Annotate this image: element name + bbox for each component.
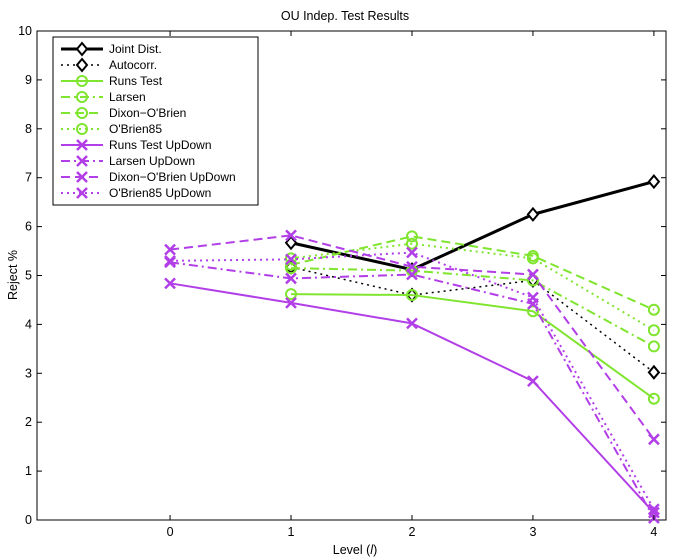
series-9 [164, 246, 660, 516]
legend-item: Dixon−O'Brien UpDown [61, 170, 236, 184]
series-line [291, 293, 655, 400]
legend-item: Autocorr. [61, 57, 157, 73]
legend-item: Runs Test UpDown [61, 138, 212, 152]
legend-item: Dixon−O'Brien [61, 106, 186, 120]
data-point [285, 297, 297, 309]
legend-label: Autocorr. [109, 58, 157, 72]
data-point [284, 235, 298, 251]
data-point [527, 291, 539, 304]
data-point [647, 303, 660, 316]
x-tick-label: 1 [288, 525, 295, 539]
x-axis-label: Level (l) [333, 543, 377, 557]
data-point [527, 268, 539, 281]
data-point [164, 243, 176, 256]
legend-item: Larsen [61, 90, 146, 104]
series-line [290, 267, 655, 348]
chart-title: OU Indep. Test Results [281, 9, 409, 23]
legend-marker [76, 187, 88, 199]
legend-item: O'Brien85 [61, 122, 162, 136]
legend-marker [76, 139, 88, 151]
y-tick-label: 1 [25, 464, 32, 478]
series-line [169, 261, 655, 519]
x-tick-label: 4 [650, 525, 657, 539]
data-point [285, 288, 298, 301]
y-axis: 0 1 2 3 4 5 6 7 8 9 10 [18, 24, 666, 527]
data-point [526, 206, 540, 222]
legend: Joint Dist. Autocorr. Runs Test Larsen Dixon… [52, 36, 259, 206]
data-point [526, 305, 539, 318]
y-tick-label: 0 [25, 513, 32, 527]
data-point [647, 392, 660, 405]
data-point [405, 289, 418, 302]
y-tick-label: 6 [25, 220, 32, 234]
legend-marker [76, 75, 88, 87]
y-tick-label: 10 [18, 24, 32, 38]
legend-marker [75, 41, 89, 57]
data-point [405, 237, 418, 250]
legend-label: Runs Test UpDown [109, 138, 212, 152]
x-tick-label: 0 [167, 525, 174, 539]
x-tick-label: 2 [409, 525, 416, 539]
x-tick-label: 3 [529, 525, 536, 539]
legend-marker [76, 123, 88, 135]
data-point [285, 272, 297, 285]
x-axis: 0 1 2 3 4 [167, 31, 657, 539]
legend-label: Dixon−O'Brien UpDown [109, 170, 236, 184]
data-point [647, 174, 661, 190]
legend-label: Dixon−O'Brien [109, 106, 186, 120]
data-point [164, 277, 176, 290]
legend-label: Larsen [109, 90, 146, 104]
data-point [648, 433, 660, 446]
data-point [647, 340, 660, 353]
legend-label: O'Brien85 UpDown [109, 186, 211, 200]
legend-marker [75, 57, 89, 73]
legend-item: O'Brien85 UpDown [61, 186, 211, 200]
data-point [647, 324, 660, 337]
legend-marker [76, 155, 88, 167]
legend-item: Runs Test [61, 74, 163, 88]
y-tick-label: 5 [25, 269, 32, 283]
data-point [527, 375, 539, 388]
data-point [406, 317, 418, 330]
legend-label: O'Brien85 [109, 122, 162, 136]
legend-label: Larsen UpDown [109, 154, 195, 168]
data-point [405, 230, 418, 243]
legend-label: Runs Test [109, 74, 163, 88]
series-2 [285, 288, 660, 405]
legend-item: Joint Dist. [61, 41, 162, 57]
series-8 [164, 229, 660, 446]
data-point [164, 254, 176, 267]
data-point [647, 364, 661, 380]
y-tick-label: 2 [25, 415, 32, 429]
legend-label: Joint Dist. [109, 42, 162, 56]
data-point [648, 503, 660, 516]
legend-marker [76, 171, 88, 183]
y-tick-label: 4 [25, 317, 32, 331]
y-tick-label: 3 [25, 366, 32, 380]
data-point [285, 229, 297, 242]
data-point [406, 260, 418, 273]
data-point [285, 253, 297, 266]
data-point [406, 246, 418, 259]
y-tick-label: 9 [25, 73, 32, 87]
legend-marker [76, 107, 88, 119]
data-point [526, 252, 539, 265]
legend-item: Larsen UpDown [61, 154, 195, 168]
y-tick-label: 7 [25, 171, 32, 185]
y-axis-label: Reject % [6, 250, 20, 300]
y-tick-label: 8 [25, 122, 32, 136]
legend-marker [76, 91, 88, 103]
